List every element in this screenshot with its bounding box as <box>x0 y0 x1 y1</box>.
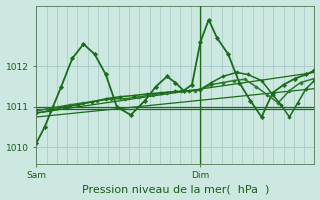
X-axis label: Pression niveau de la mer(  hPa  ): Pression niveau de la mer( hPa ) <box>82 184 269 194</box>
